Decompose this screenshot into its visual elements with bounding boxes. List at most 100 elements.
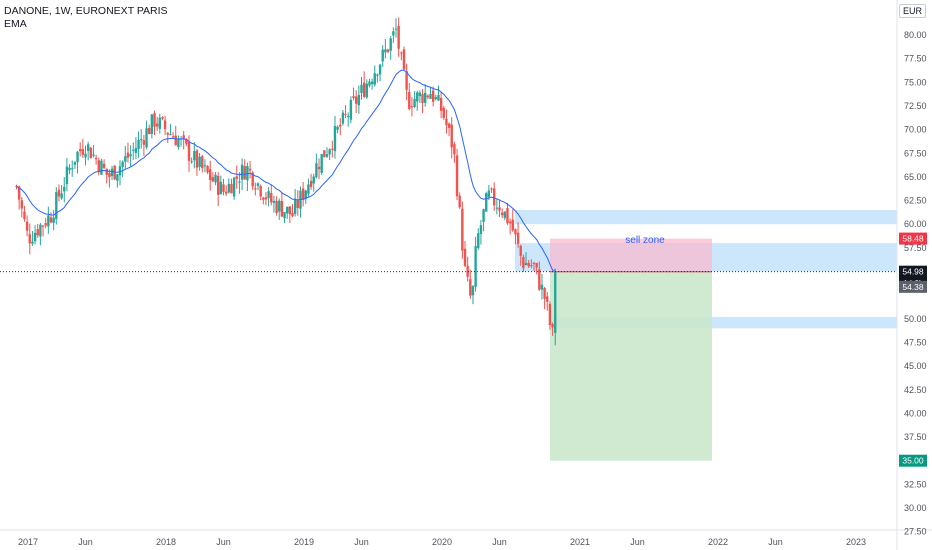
time-tick-label: Jun <box>354 537 369 547</box>
candle <box>78 142 82 157</box>
indicator-label[interactable]: EMA <box>4 18 27 30</box>
sell-zone-label: sell zone <box>625 235 665 246</box>
candle <box>73 161 77 169</box>
candle <box>209 160 212 191</box>
candle <box>134 137 138 160</box>
candle <box>195 148 199 176</box>
symbol-title[interactable]: DANONE, 1W, EURONEXT PARIS <box>4 5 168 17</box>
candle <box>453 142 456 163</box>
candle <box>376 73 379 83</box>
candle <box>368 78 371 88</box>
candle <box>174 126 177 146</box>
candle <box>426 94 430 100</box>
candle <box>100 158 103 175</box>
candle <box>262 196 265 205</box>
candle <box>373 65 376 87</box>
candle <box>429 87 432 99</box>
candle <box>169 123 172 136</box>
candle <box>121 160 124 178</box>
candle <box>20 196 24 218</box>
candle <box>270 184 273 206</box>
candle <box>238 172 241 194</box>
candle <box>328 148 331 161</box>
candle <box>113 164 116 181</box>
time-axis[interactable]: 2017 Jun 2018 Jun 2019 Jun 2020 Jun 2021 Jun 2022 J… <box>18 537 866 547</box>
candle <box>179 135 183 147</box>
candle <box>55 187 58 225</box>
candle <box>442 105 445 121</box>
candle <box>516 222 520 248</box>
price-tick-label: 67.50 <box>904 148 927 158</box>
candle <box>97 157 100 176</box>
candle <box>469 269 472 299</box>
candle <box>421 89 424 114</box>
candle <box>527 260 530 269</box>
candle <box>519 244 522 266</box>
candle <box>370 78 374 90</box>
candle <box>447 122 451 137</box>
candle <box>543 286 546 310</box>
svg-text:54.98: 54.98 <box>902 267 924 277</box>
candle <box>498 199 501 217</box>
candle <box>94 154 98 165</box>
candle <box>275 196 278 216</box>
candle <box>400 51 403 61</box>
take-profit-zone[interactable] <box>550 271 712 461</box>
candle <box>158 113 162 134</box>
candle <box>248 160 252 179</box>
candle <box>81 138 85 158</box>
candle <box>386 48 390 54</box>
candle <box>378 63 382 82</box>
candle <box>36 224 39 238</box>
candle <box>272 195 276 213</box>
candle <box>554 268 557 346</box>
candle <box>291 204 294 218</box>
price-tick-label: 80.00 <box>904 30 927 40</box>
price-tick-label: 37.50 <box>904 432 927 442</box>
candle <box>201 154 204 173</box>
candle <box>312 173 315 192</box>
candle <box>339 118 342 136</box>
resistance-zone[interactable] <box>515 210 897 225</box>
candle <box>84 145 87 166</box>
zones-layer <box>515 210 897 461</box>
candle <box>211 172 215 183</box>
stop-price-tag: 58.48 <box>899 232 927 245</box>
time-tick-label: 2022 <box>708 537 728 547</box>
candle <box>341 109 345 126</box>
candle <box>230 178 233 194</box>
candle <box>360 76 363 100</box>
time-tick-label: Jun <box>78 537 93 547</box>
candle <box>293 189 297 217</box>
candle <box>166 132 169 143</box>
candle <box>52 209 55 231</box>
candle <box>416 90 419 111</box>
candle <box>466 256 469 282</box>
candle <box>347 112 350 127</box>
price-axis[interactable]: 80.00 77.50 75.00 72.50 70.00 67.50 65.00 62.50… <box>904 30 927 537</box>
candle <box>431 86 435 107</box>
candle <box>39 222 42 246</box>
candle <box>408 82 411 111</box>
candle <box>124 145 127 170</box>
stop-loss-zone[interactable] <box>550 238 712 272</box>
price-tick-label: 62.50 <box>904 196 927 206</box>
candle <box>301 181 305 207</box>
candle <box>145 120 148 150</box>
candle <box>177 135 180 150</box>
resistance-zone[interactable] <box>550 316 897 329</box>
candle <box>384 39 387 59</box>
candle <box>381 45 384 68</box>
time-tick-label: Jun <box>768 537 783 547</box>
candle <box>397 17 400 57</box>
price-tick-label: 42.50 <box>904 385 927 395</box>
candle <box>471 285 475 305</box>
currency-button[interactable]: EUR <box>898 4 926 18</box>
candle <box>76 150 79 174</box>
time-tick-label: Jun <box>492 537 507 547</box>
candle <box>47 206 50 234</box>
candle <box>336 125 339 134</box>
candle <box>357 85 361 114</box>
